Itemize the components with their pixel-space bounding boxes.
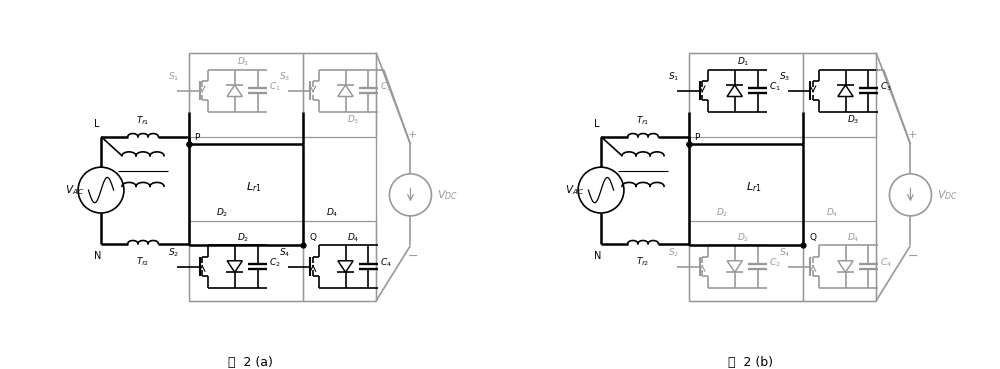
Bar [189,52,303,137]
Text: N: N [94,251,101,261]
Text: $D_3$: $D_3$ [347,114,360,126]
Text: P: P [695,133,700,142]
Text: 图  2 (b): 图 2 (b) [728,355,772,369]
Text: $S_4$: $S_4$ [279,246,290,259]
Text: $D_3$: $D_3$ [847,114,860,126]
Bar [689,221,803,301]
Bar [803,52,876,137]
Text: $L_{r1}$: $L_{r1}$ [746,180,762,194]
Text: $S_3$: $S_3$ [779,70,790,83]
Text: N: N [594,251,601,261]
Text: $T_{f1}$: $T_{f1}$ [636,114,650,127]
Text: $D_4$: $D_4$ [847,231,860,244]
Bar [189,52,376,301]
Text: $T_{f2}$: $T_{f2}$ [136,255,150,268]
Text: L: L [94,119,100,129]
Text: $D_4$: $D_4$ [826,206,839,219]
Text: $V_{DC}$: $V_{DC}$ [437,188,458,202]
Text: P: P [195,133,200,142]
Text: $-$: $-$ [407,249,418,262]
Text: +: + [908,130,917,141]
Text: $C_3$: $C_3$ [880,81,892,93]
Text: $D_1$: $D_1$ [237,55,249,68]
Text: $V_{DC}$: $V_{DC}$ [937,188,958,202]
Text: Q: Q [809,233,816,242]
Text: $S_1$: $S_1$ [168,70,179,83]
Bar [303,221,376,301]
Text: +: + [408,130,417,141]
Text: $D_4$: $D_4$ [347,231,360,244]
Bar [189,221,303,301]
Text: $D_2$: $D_2$ [737,231,749,244]
Text: $S_2$: $S_2$ [168,246,179,259]
Bar [689,52,876,301]
Text: $T_{f2}$: $T_{f2}$ [636,255,650,268]
Text: Q: Q [309,233,316,242]
Text: $D_2$: $D_2$ [716,206,728,219]
Text: $C_4$: $C_4$ [380,256,392,269]
Text: L: L [594,119,600,129]
Text: $V_{AC}$: $V_{AC}$ [65,183,84,197]
Text: $S_2$: $S_2$ [668,246,679,259]
Text: $S_4$: $S_4$ [779,246,790,259]
Bar [689,52,803,137]
Text: $C_4$: $C_4$ [880,256,892,269]
Text: $T_{f1}$: $T_{f1}$ [136,114,150,127]
Text: $S_3$: $S_3$ [279,70,290,83]
Text: $D_2$: $D_2$ [216,206,228,219]
Text: $-$: $-$ [907,249,918,262]
Text: 图  2 (a): 图 2 (a) [228,355,272,369]
Bar [303,52,376,137]
Text: $C_2$: $C_2$ [769,256,781,269]
Text: $C_2$: $C_2$ [269,256,281,269]
Text: $L_{r1}$: $L_{r1}$ [246,180,262,194]
Text: $C_3$: $C_3$ [380,81,392,93]
Text: $D_4$: $D_4$ [326,206,339,219]
Text: $V_{AC}$: $V_{AC}$ [565,183,584,197]
Bar [803,221,876,301]
Text: $C_1$: $C_1$ [769,81,781,93]
Text: $C_1$: $C_1$ [269,81,281,93]
Text: $D_1$: $D_1$ [737,55,749,68]
Text: $D_2$: $D_2$ [237,231,249,244]
Text: $S_1$: $S_1$ [668,70,679,83]
